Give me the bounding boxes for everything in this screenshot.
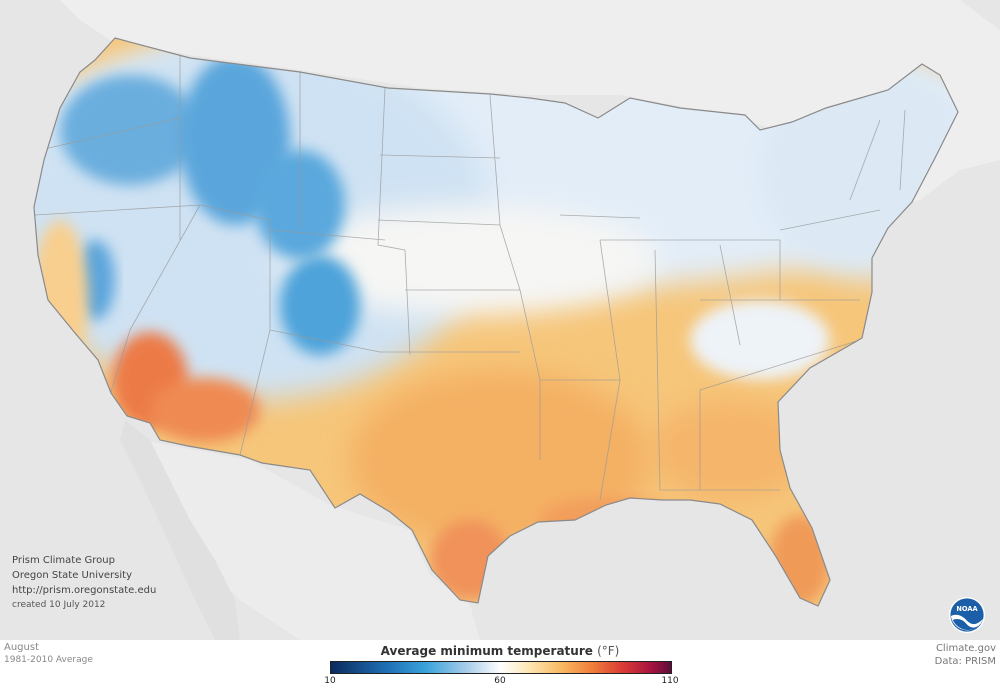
legend-title: Average minimum temperature (°F): [330, 644, 670, 658]
temperature-map: [33, 0, 1000, 640]
legend-tick-mid: 60: [494, 676, 506, 686]
temperature-field: [34, 38, 958, 606]
period-label: 1981-2010 Average: [4, 655, 93, 665]
map-area: Prism Climate Group Oregon State Univers…: [0, 0, 1000, 640]
legend-unit: (°F): [597, 644, 620, 658]
mexico-landmass: [140, 440, 480, 640]
footer: August 1981-2010 Average Average minimum…: [0, 640, 1000, 690]
us-outline: [33, 37, 959, 607]
legend-tick-max: 110: [661, 676, 679, 686]
data-source: Data: PRISM: [934, 656, 996, 667]
state-boundaries: [34, 50, 906, 501]
credits-block: Prism Climate Group Oregon State Univers…: [12, 553, 156, 613]
source-block: Climate.gov Data: PRISM: [935, 642, 996, 668]
noaa-logo: NOAA: [948, 596, 986, 634]
period-block: August 1981-2010 Average: [4, 642, 93, 666]
credit-url[interactable]: http://prism.oregonstate.edu: [12, 585, 157, 596]
credit-university: Oregon State University: [12, 570, 132, 581]
month-label: August: [4, 642, 39, 653]
source-site[interactable]: Climate.gov: [935, 643, 996, 654]
credit-created-date: created 10 July 2012: [12, 600, 106, 610]
canada-landmass: [60, 0, 1000, 210]
legend-color-bar: [330, 661, 672, 674]
legend-title-text: Average minimum temperature: [380, 644, 593, 658]
noaa-logo-text: NOAA: [956, 605, 978, 613]
legend-tick-min: 10: [324, 676, 336, 686]
credit-organization: Prism Climate Group: [12, 555, 115, 566]
baja-peninsula: [120, 420, 240, 640]
